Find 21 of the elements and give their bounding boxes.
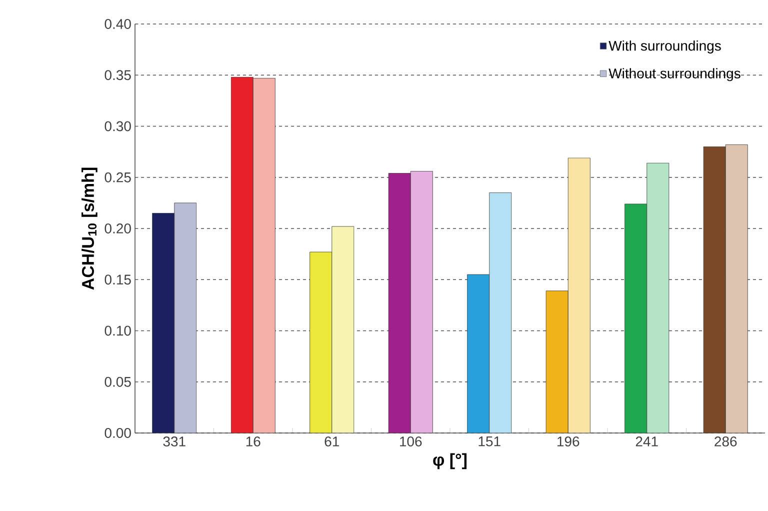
y-tick-label: 0.00 xyxy=(104,428,131,438)
x-tick-label: 61 xyxy=(324,436,339,446)
y-tick-label: 0.20 xyxy=(104,224,131,234)
legend-label: Without surroundings xyxy=(608,68,740,82)
x-tick-label: 286 xyxy=(714,436,737,446)
x-tick-label: 151 xyxy=(478,436,500,446)
x-axis-title: φ [°] xyxy=(433,453,467,470)
x-tick-label: 16 xyxy=(246,436,260,446)
x-tick-label: 196 xyxy=(558,436,580,446)
x-tick-label: 106 xyxy=(400,436,422,446)
legend-label: With surroundings xyxy=(608,40,721,54)
y-tick-label: 0.05 xyxy=(104,376,131,387)
y-axis-title: ACH/U$_{10}$ [s/mh] xyxy=(82,168,98,290)
y-tick-label: 0.35 xyxy=(104,70,131,80)
y-tick-label: 0.15 xyxy=(104,274,131,285)
x-tick-label: 331 xyxy=(163,436,186,446)
y-tick-label: 0.40 xyxy=(104,19,131,29)
y-tick-label: 0.30 xyxy=(104,121,131,132)
y-tick-label: 0.10 xyxy=(104,326,131,336)
y-tick-label: 0.25 xyxy=(104,172,131,182)
x-tick-label: 241 xyxy=(636,436,658,446)
